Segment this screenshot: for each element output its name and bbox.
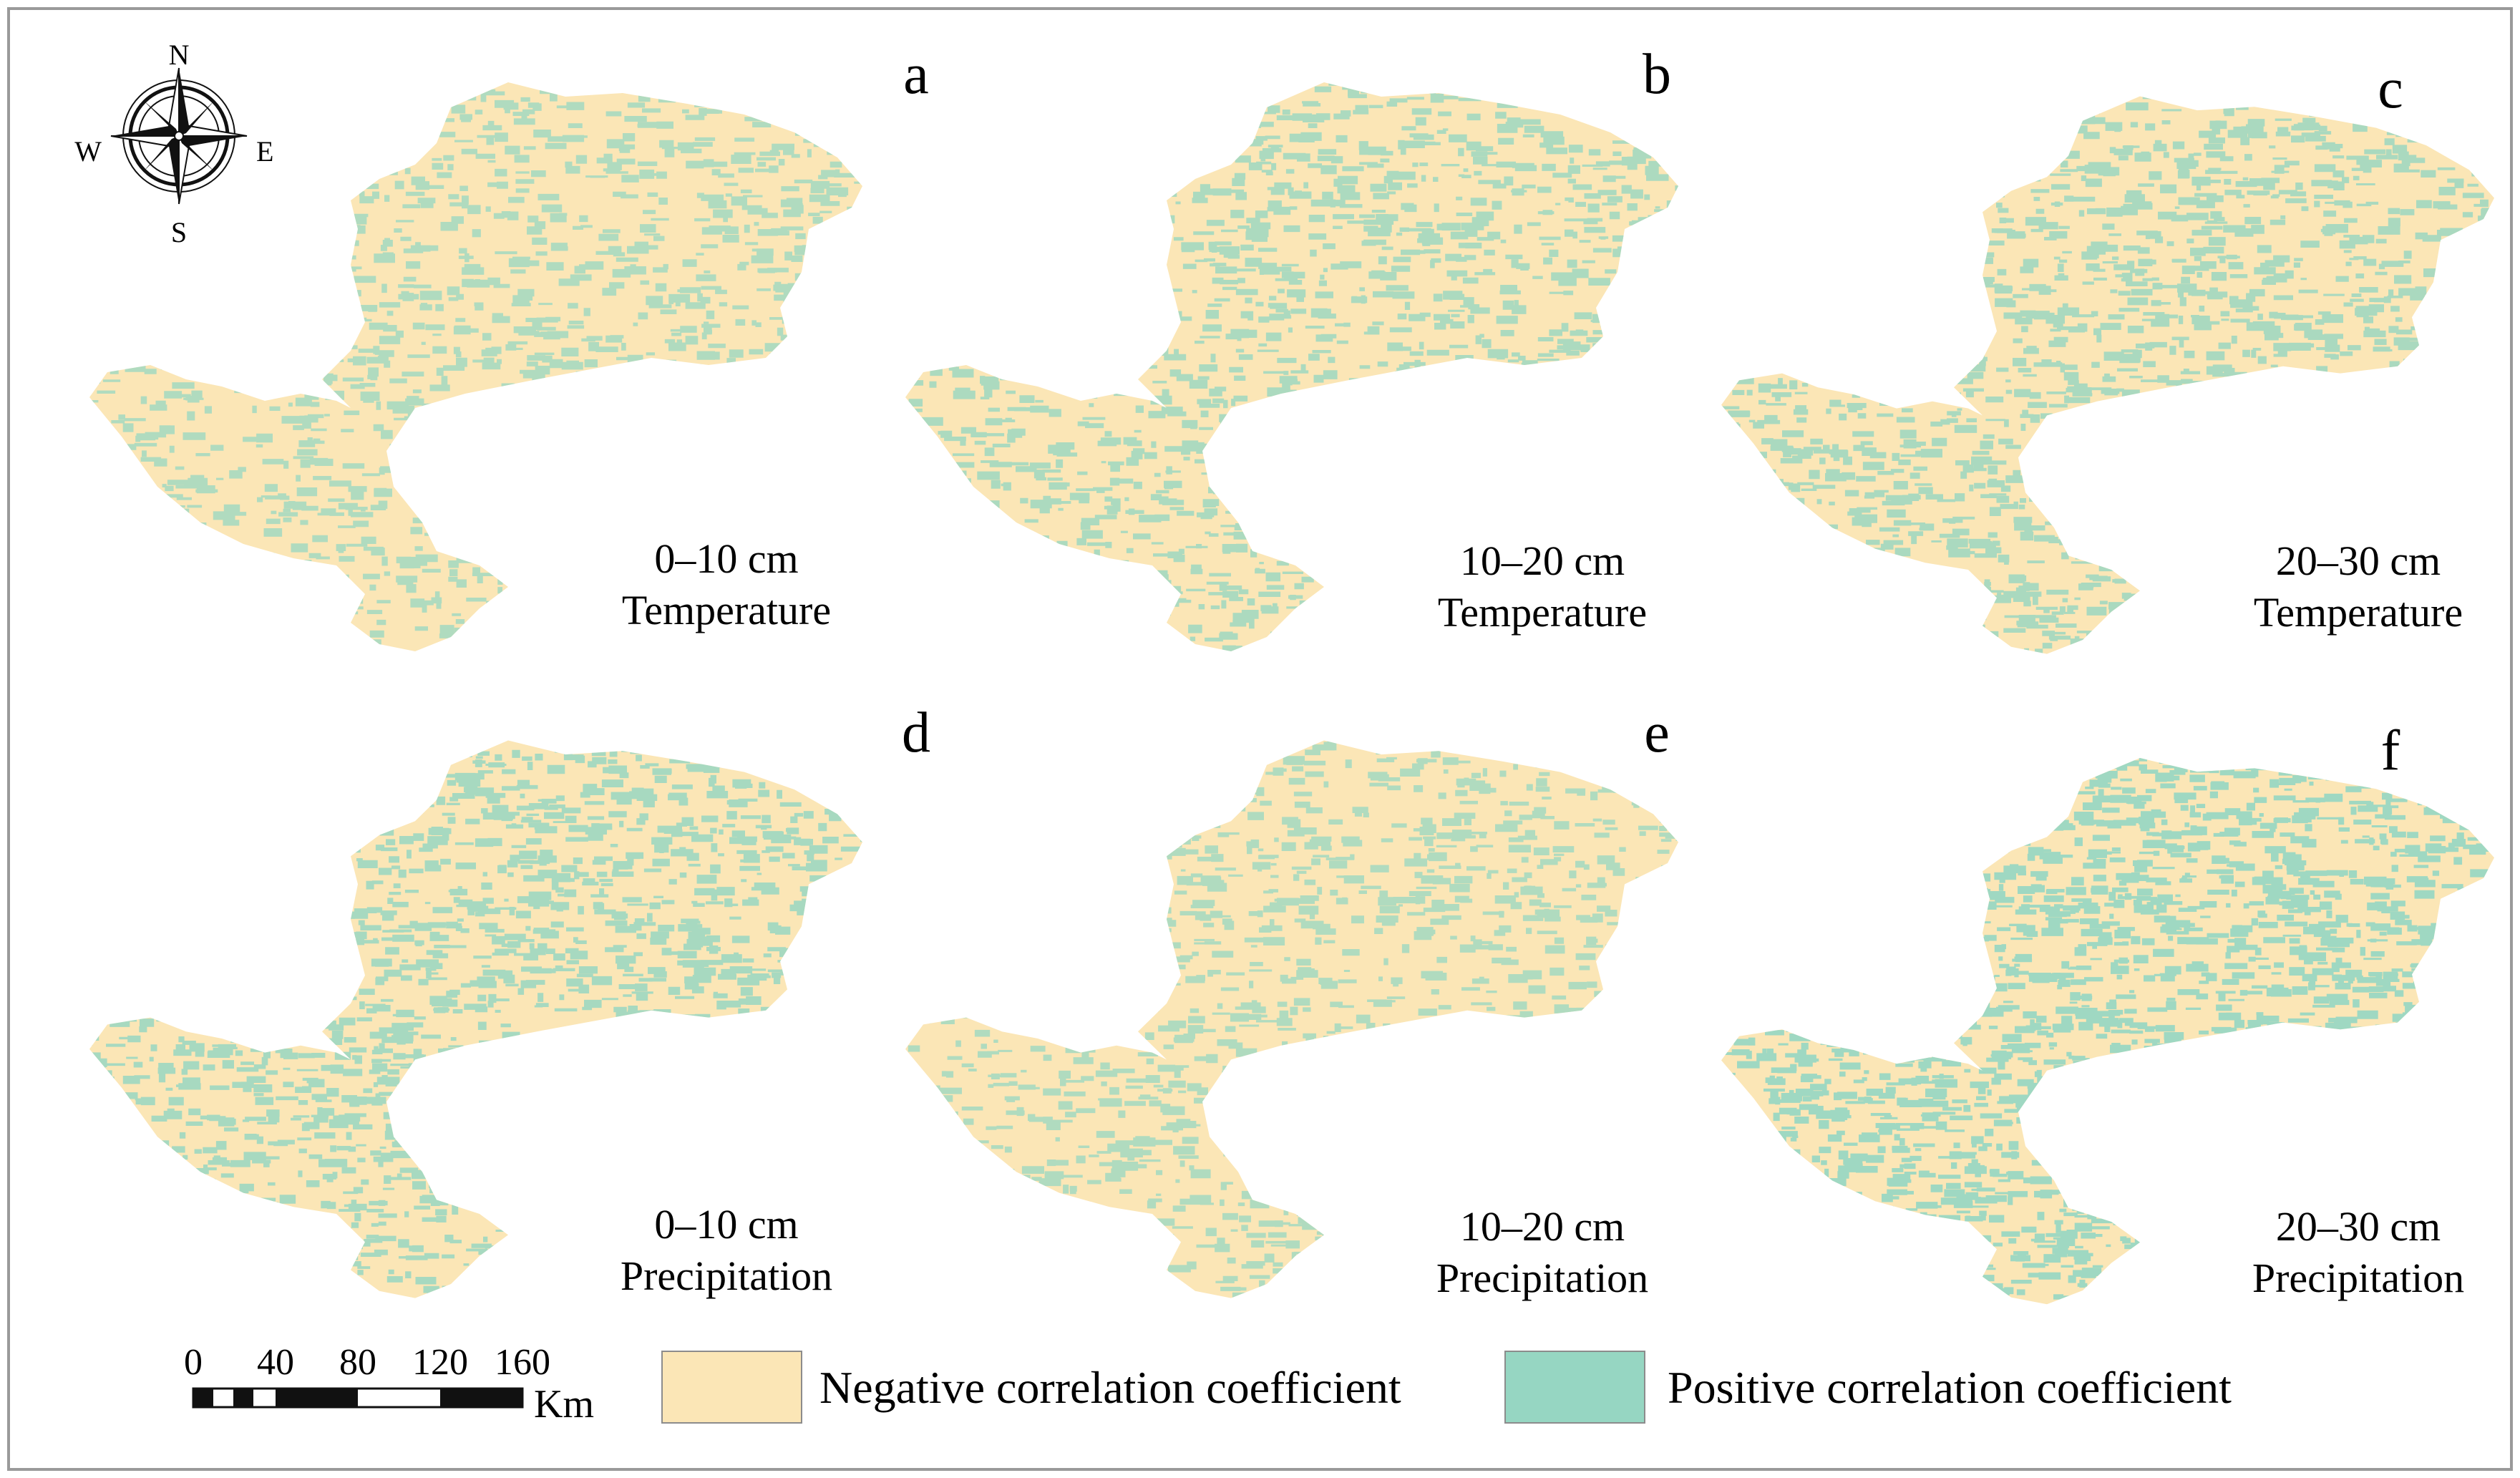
panel-letter-b: b: [1643, 43, 1671, 106]
panel-depth-b: 10–20 cm: [1460, 538, 1625, 584]
panel-depth-a: 0–10 cm: [654, 535, 798, 582]
compass-east: E: [256, 135, 273, 167]
panel-variable-c: Temperature: [2254, 589, 2463, 636]
panel-letter-c: c: [2378, 57, 2403, 120]
scale-tick-0: 0: [184, 1342, 203, 1383]
panel-letter-d: d: [902, 701, 930, 764]
compass-rose-icon: N S E W: [74, 39, 273, 248]
panel-variable-d: Precipitation: [621, 1253, 832, 1299]
panel-depth-f: 20–30 cm: [2276, 1203, 2441, 1250]
panel-variable-b: Temperature: [1438, 589, 1647, 636]
scale-tick-120: 120: [412, 1342, 468, 1383]
legend-swatch-negative: [661, 1351, 802, 1424]
scale-unit: Km: [534, 1382, 594, 1426]
compass-west: W: [74, 135, 102, 167]
scale-tick-40: 40: [257, 1342, 294, 1383]
panel-depth-d: 0–10 cm: [654, 1201, 798, 1248]
legend-swatch-positive: [1504, 1351, 1645, 1424]
scale-tick-80: 80: [339, 1342, 376, 1383]
scale-bar: 0 40 80 120 160 Km: [184, 1342, 594, 1426]
legend: Negative correlation coefficient Positiv…: [661, 1351, 2232, 1424]
panel-letter-e: e: [1644, 701, 1670, 764]
legend-label-negative: Negative correlation coefficient: [819, 1362, 1401, 1413]
compass-south: S: [171, 216, 187, 248]
legend-label-positive: Positive correlation coefficient: [1668, 1362, 2232, 1413]
panel-letter-a: a: [903, 43, 929, 106]
panel-variable-f: Precipitation: [2252, 1255, 2464, 1301]
scale-tick-160: 160: [495, 1342, 550, 1383]
compass-north: N: [169, 39, 190, 71]
panel-variable-e: Precipitation: [1436, 1255, 1648, 1301]
panel-depth-e: 10–20 cm: [1460, 1203, 1625, 1250]
panel-variable-a: Temperature: [622, 587, 831, 633]
panel-depth-c: 20–30 cm: [2276, 538, 2441, 584]
panel-letter-f: f: [2381, 719, 2400, 782]
